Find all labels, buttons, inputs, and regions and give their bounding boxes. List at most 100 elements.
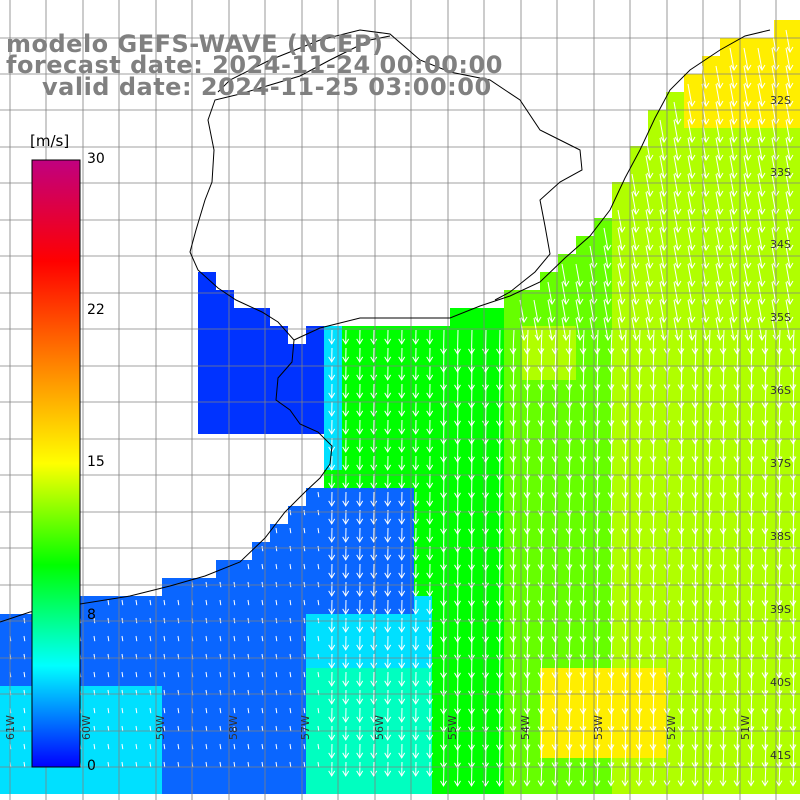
wind-cell [738,488,756,506]
wind-cell [396,596,414,614]
wind-cell [792,668,800,686]
wind-cell [432,740,450,758]
wind-arrow-head [635,492,643,499]
wind-cell [342,524,360,542]
wind-arrow-head [775,474,783,481]
wind-cell [738,560,756,578]
wind-arrow [568,347,571,372]
wind-cell [720,578,738,596]
wind-cell [792,218,800,236]
wind-arrow-head [537,528,545,535]
wind-cell [576,344,594,362]
lon-label: 53W [592,715,605,740]
wind-arrow [680,455,683,480]
wind-cell [792,236,800,254]
lon-label: 60W [80,715,93,740]
wind-cell [378,452,396,470]
wind-cell [252,344,270,362]
wind-cell [378,578,396,596]
wind-arrow [708,365,711,390]
wind-cell [738,524,756,542]
wind-arrow [540,401,543,426]
wind-cell [792,74,800,92]
wind-arrow-head [412,374,420,381]
wind-cell [162,578,180,596]
wind-cell [792,128,800,146]
wind-cell [558,506,576,524]
wind-cell [180,632,198,650]
wind-cell [252,326,270,344]
wind-cell [558,686,576,704]
wind-arrow [736,329,739,354]
wind-cell [144,740,162,758]
wind-cell [684,146,702,164]
wind-cell [792,344,800,362]
wind-arrow [624,473,627,498]
wind-arrow [764,455,767,480]
wind-cell [252,686,270,704]
wind-cell [486,632,504,650]
wind-arrow-head [384,572,392,579]
wind-cell [648,200,666,218]
wind-arrow-head [342,356,350,363]
wind-cell [144,614,162,632]
wind-cell [666,380,684,398]
wind-arrow-head [398,572,406,579]
wind-arrow-head [733,384,741,391]
wind-cell [522,524,540,542]
wind-cell [486,596,504,614]
wind-cell [738,740,756,758]
wind-arrow [722,365,725,390]
wind-arrow-head [677,492,685,499]
wind-cell [396,542,414,560]
wind-arrow-head [593,366,601,373]
wind-arrow [624,383,627,408]
wind-arrow [526,347,529,372]
wind-arrow [512,509,515,534]
wind-arrow-head [649,420,657,427]
wind-cell [540,488,558,506]
wind-arrow [457,761,459,786]
wind-arrow-head [733,564,741,571]
lon-label: 61W [4,715,17,740]
wind-cell [144,632,162,650]
wind-cell [612,200,630,218]
wind-arrow-head [398,374,406,381]
wind-cell [774,416,792,434]
wind-cell [720,542,738,560]
wind-cell [612,542,630,560]
wind-arrow-head [789,492,797,499]
wind-arrow [554,329,557,354]
wind-arrow-head [705,402,713,409]
wind-cell [396,380,414,398]
wind-cell [522,614,540,632]
wind-arrow [764,383,767,408]
wind-arrow-head [789,438,797,445]
wind-arrow [792,401,795,426]
wind-cell [720,776,738,794]
wind-cell [288,398,306,416]
wind-arrow-head [537,564,545,571]
wind-cell [126,686,144,704]
wind-arrow [582,329,585,354]
wind-arrow [526,545,529,570]
wind-cell [270,704,288,722]
wind-cell [774,326,792,344]
wind-arrow-head [342,392,350,399]
wind-cell [666,92,684,110]
wind-cell [702,740,720,758]
wind-cell [198,344,216,362]
wind-arrow-head [565,456,573,463]
wind-cell [252,578,270,596]
lat-label: 39S [770,603,791,616]
wind-cell [306,542,324,560]
wind-arrow [680,437,683,462]
wind-cell [666,668,684,686]
wind-cell [792,56,800,74]
wind-arrow [512,347,515,372]
wind-arrow-head [370,338,378,345]
wind-arrow [554,401,557,426]
wind-cell [792,272,800,290]
wind-arrow-head [649,456,657,463]
wind-cell [234,326,252,344]
